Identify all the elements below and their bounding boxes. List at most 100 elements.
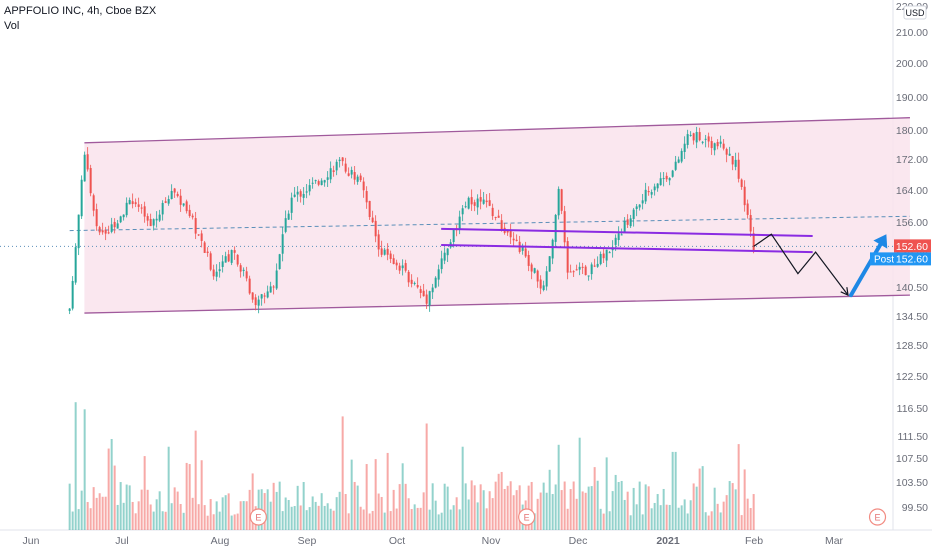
candle-body xyxy=(302,193,305,198)
candle xyxy=(221,255,224,273)
candle xyxy=(557,186,560,220)
candle xyxy=(434,276,437,289)
volume-bar xyxy=(527,485,530,530)
volume-bar xyxy=(623,499,626,530)
candle xyxy=(149,213,152,227)
volume-bar xyxy=(137,501,140,530)
candle-body xyxy=(461,208,464,215)
volume-bar xyxy=(308,507,311,530)
candle xyxy=(251,292,254,303)
volume-bar xyxy=(80,490,83,530)
candle xyxy=(224,251,227,263)
candle xyxy=(290,192,293,220)
candle-body xyxy=(350,169,353,175)
candle-body xyxy=(401,265,404,269)
candle xyxy=(422,283,425,297)
candle-body xyxy=(695,131,698,143)
volume-bar xyxy=(590,486,593,530)
candle xyxy=(653,183,656,196)
candle xyxy=(551,238,554,265)
candle-body xyxy=(290,197,293,213)
volume-bar xyxy=(203,505,206,530)
candle xyxy=(734,152,737,171)
volume-bar xyxy=(746,498,749,530)
candle xyxy=(173,187,176,198)
candle-body xyxy=(122,214,125,218)
volume-bar xyxy=(740,515,743,530)
volume-bar xyxy=(452,505,455,530)
candle xyxy=(692,132,695,145)
volume-bar xyxy=(698,468,701,530)
candle-body xyxy=(119,216,122,223)
volume-bar xyxy=(737,444,740,530)
post-label: Post xyxy=(874,254,894,265)
volume-bar xyxy=(710,511,713,530)
candle-body xyxy=(404,263,407,271)
candle-body xyxy=(668,178,671,181)
volume-bar xyxy=(458,509,461,530)
candle-body xyxy=(752,233,755,251)
volume-bar xyxy=(728,481,731,530)
candle-body xyxy=(653,186,656,191)
candle xyxy=(419,285,422,299)
candle-body xyxy=(665,175,668,180)
candle xyxy=(542,280,545,292)
candle xyxy=(650,189,653,199)
candle-body xyxy=(431,287,434,293)
candle-body xyxy=(326,177,329,180)
price-tick-label: 172.00 xyxy=(896,154,928,166)
candle-body xyxy=(263,295,266,297)
candle xyxy=(344,157,347,174)
candle xyxy=(323,179,326,187)
volume-bar xyxy=(539,492,542,530)
candle xyxy=(710,136,713,155)
volume-bar xyxy=(530,481,533,530)
candle-body xyxy=(467,197,470,209)
candle xyxy=(545,266,548,291)
last-price-value: 152.60 xyxy=(896,241,928,253)
volume-bar xyxy=(83,409,86,530)
candle xyxy=(332,165,335,177)
candle xyxy=(326,171,329,188)
price-tick-label: 156.00 xyxy=(896,217,928,229)
candle-body xyxy=(737,159,740,179)
candle xyxy=(131,193,134,209)
candle-body xyxy=(488,200,491,206)
volume-bar xyxy=(578,437,581,530)
volume-bar xyxy=(491,498,494,530)
candle-body xyxy=(533,268,536,273)
candle-body xyxy=(599,253,602,265)
candle xyxy=(509,223,512,245)
volume-bar xyxy=(164,511,167,530)
candle-body xyxy=(341,157,344,162)
candle xyxy=(314,179,317,184)
candle-body xyxy=(521,246,524,251)
volume-bar xyxy=(584,492,587,530)
candle-body xyxy=(101,230,104,233)
candle xyxy=(212,264,215,280)
volume-label: Vol xyxy=(4,20,20,32)
candle xyxy=(311,177,314,189)
time-tick-label: 2021 xyxy=(656,535,680,547)
candle-body xyxy=(527,255,530,266)
volume-bar xyxy=(362,509,365,530)
candle xyxy=(395,259,398,270)
candle-body xyxy=(437,269,440,280)
time-tick-label: Feb xyxy=(745,535,763,547)
candle xyxy=(560,188,563,215)
candle-body xyxy=(239,265,242,272)
candle xyxy=(194,211,197,240)
candle xyxy=(377,229,380,257)
volume-bar xyxy=(230,515,233,530)
volume-bar xyxy=(149,504,152,530)
volume-bar xyxy=(311,496,314,530)
volume-bar xyxy=(674,451,677,530)
volume-bar xyxy=(341,416,344,530)
volume-bar xyxy=(242,501,245,530)
volume-bar xyxy=(374,459,377,530)
volume-bar xyxy=(101,496,104,530)
price-tick-label: 164.00 xyxy=(896,185,928,197)
volume-bar xyxy=(92,487,95,530)
